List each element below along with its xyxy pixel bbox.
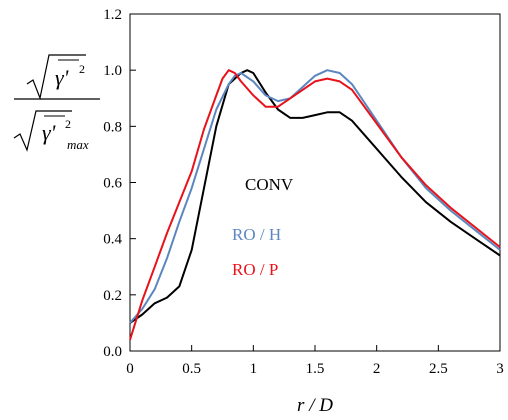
x-tick-label: 2 bbox=[373, 361, 381, 377]
y-tick-label: 0.4 bbox=[103, 232, 122, 248]
legend-entry-ro-h: RO / H bbox=[232, 225, 281, 244]
x-tick-label: 1.5 bbox=[306, 361, 325, 377]
ylabel-denominator-exponent: 2 bbox=[65, 117, 71, 131]
x-axis: 0 0.5 1 1.5 2 2.5 3 bbox=[126, 345, 504, 377]
ylabel-numerator: γ' 2 bbox=[26, 54, 86, 101]
x-tick-label: 0.5 bbox=[182, 361, 201, 377]
ylabel-denominator: γ' 2 max bbox=[13, 110, 89, 152]
series-line-1 bbox=[129, 69, 501, 324]
plot-area-frame bbox=[129, 13, 501, 352]
y-tick-label: 0.0 bbox=[103, 344, 122, 360]
ylabel-denominator-subscript: max bbox=[67, 137, 89, 152]
y-tick-label: 0.2 bbox=[103, 288, 122, 304]
y-axis-label: γ' 2 γ' 2 max bbox=[13, 54, 100, 152]
legend-entry-ro-p: RO / P bbox=[232, 260, 278, 279]
y-tick-label: 1.0 bbox=[103, 63, 122, 79]
series-lines bbox=[129, 69, 501, 341]
y-axis: 0.0 0.2 0.4 0.6 0.8 1.0 1.2 bbox=[103, 7, 136, 360]
y-tick-label: 0.8 bbox=[103, 119, 122, 135]
x-tick-label: 1 bbox=[250, 361, 258, 377]
x-tick-label: 0 bbox=[126, 361, 134, 377]
y-tick-label: 1.2 bbox=[103, 7, 122, 23]
ylabel-numerator-exponent: 2 bbox=[79, 62, 85, 76]
y-tick-label: 0.6 bbox=[103, 176, 122, 192]
series-line-0 bbox=[129, 69, 501, 324]
x-tick-label: 2.5 bbox=[429, 361, 448, 377]
legend: CONV RO / H RO / P bbox=[232, 175, 294, 279]
legend-entry-conv: CONV bbox=[245, 175, 294, 194]
ylabel-denominator-symbol: γ' bbox=[42, 120, 56, 145]
series-line-2 bbox=[129, 69, 501, 341]
x-tick-label: 3 bbox=[496, 361, 504, 377]
ylabel-numerator-symbol: γ' bbox=[55, 65, 69, 90]
x-axis-label: r / D bbox=[297, 395, 333, 416]
